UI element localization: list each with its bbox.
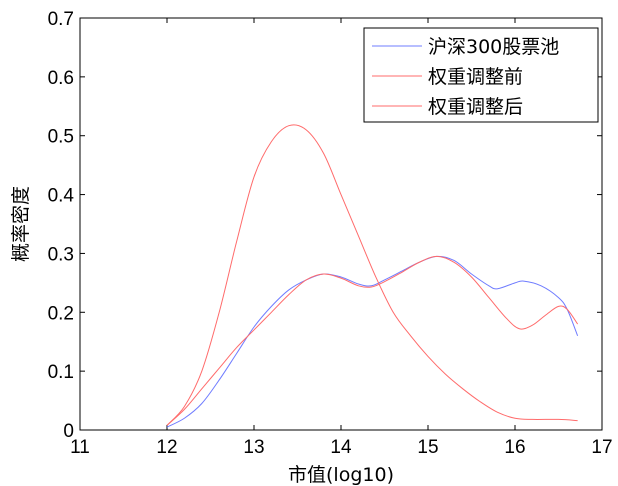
- y-tick-label-0: 0: [63, 421, 74, 442]
- x-tick-label-6: 17: [591, 437, 612, 458]
- y-tick-label-2: 0.2: [48, 303, 74, 324]
- x-tick-label-4: 15: [417, 437, 438, 458]
- y-axis-label: 概率密度: [10, 186, 32, 262]
- legend-entry-0: 沪深300股票池: [428, 36, 559, 58]
- x-tick-label-2: 13: [243, 437, 264, 458]
- x-axis-label: 市值(log10): [288, 464, 394, 486]
- legend: 沪深300股票池 权重调整前 权重调整后: [363, 27, 599, 123]
- y-tick-label-3: 0.3: [48, 244, 74, 265]
- series-line-1: [166, 124, 578, 426]
- y-tick-label-7: 0.7: [48, 9, 74, 30]
- y-ticks: 0 0.1 0.2 0.3 0.4 0.5 0.6 0.7: [48, 9, 602, 442]
- x-tick-label-1: 12: [156, 437, 177, 458]
- x-tick-label-5: 16: [504, 437, 525, 458]
- y-tick-label-5: 0.5: [48, 127, 74, 148]
- y-tick-label-4: 0.4: [48, 186, 75, 207]
- y-tick-label-1: 0.1: [48, 362, 74, 383]
- legend-entry-2: 权重调整后: [428, 96, 523, 118]
- series-layer: [166, 124, 579, 428]
- legend-entry-1: 权重调整前: [428, 66, 523, 88]
- series-line-2: [166, 255, 579, 426]
- x-tick-label-3: 14: [330, 437, 352, 458]
- x-tick-label-0: 11: [70, 437, 90, 458]
- x-ticks: 11 12 13 14 15 16 17: [70, 18, 613, 458]
- series-line-0: [166, 255, 579, 428]
- y-tick-label-6: 0.6: [48, 68, 74, 89]
